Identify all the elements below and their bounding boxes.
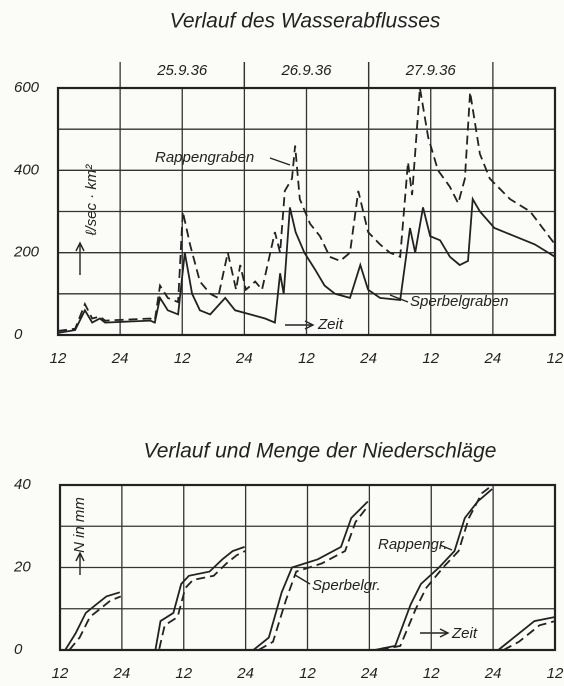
plot-frame	[58, 483, 557, 652]
arrow-head	[304, 320, 315, 330]
arrow-head	[75, 551, 85, 562]
annotation: Rappengraben	[155, 149, 254, 166]
chart-title: Verlauf und Menge der Niederschläge	[144, 440, 497, 463]
x-tick-label: 24	[113, 665, 131, 682]
x-tick-label: 12	[175, 665, 192, 682]
y-tick-label: 0	[14, 641, 23, 658]
data-line	[64, 488, 556, 651]
y-tick-label: 600	[14, 79, 40, 96]
date-label: 26.9.36	[280, 62, 332, 79]
date-label: 27.9.36	[405, 62, 457, 79]
leader-line	[389, 294, 409, 303]
y-tick-label: 0	[14, 326, 23, 343]
annotation: Zeit	[317, 316, 344, 333]
data-line	[57, 196, 556, 334]
leader-line	[439, 544, 453, 551]
leader-line	[269, 157, 291, 166]
annotation: Sperbelgr.	[312, 577, 381, 594]
annotation: Zeit	[451, 625, 478, 642]
x-tick-label: 24	[484, 350, 502, 367]
y-tick-label: 200	[13, 244, 40, 261]
x-tick-label: 24	[235, 350, 253, 367]
data-line	[68, 484, 556, 651]
arrow-head	[439, 628, 450, 638]
x-tick-label: 12	[174, 350, 191, 367]
x-tick-label: 12	[299, 665, 316, 682]
y-tick-label: 40	[14, 476, 31, 493]
annotation: Sperbelgraben	[410, 293, 508, 310]
annotation: Rappengr.	[378, 536, 448, 553]
x-tick-label: 12	[50, 350, 67, 367]
x-tick-label: 24	[360, 665, 378, 682]
x-tick-label: 24	[111, 350, 129, 367]
x-tick-label: 24	[359, 350, 377, 367]
arrow-head	[75, 241, 85, 252]
plot-frame	[56, 86, 557, 337]
y-tick-label: 400	[14, 161, 40, 178]
y-axis-label: N in mm	[71, 497, 88, 553]
x-tick-label: 12	[547, 350, 564, 367]
y-tick-label: 20	[13, 558, 31, 575]
x-tick-label: 12	[423, 665, 440, 682]
x-tick-label: 24	[484, 665, 502, 682]
data-line	[57, 87, 556, 332]
x-tick-label: 12	[422, 350, 439, 367]
x-tick-label: 24	[236, 665, 254, 682]
x-tick-label: 12	[547, 665, 564, 682]
x-tick-label: 12	[298, 350, 315, 367]
chart-title: Verlauf des Wasserabflusses	[170, 10, 441, 33]
x-tick-label: 12	[52, 665, 69, 682]
y-axis-label: ℓ/sec · km²	[83, 164, 100, 237]
date-label: 25.9.36	[156, 62, 208, 79]
